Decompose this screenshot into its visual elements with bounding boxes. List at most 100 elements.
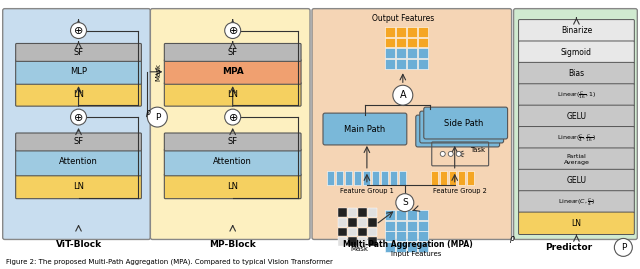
- Bar: [354, 171, 361, 185]
- FancyBboxPatch shape: [518, 62, 634, 85]
- Bar: [396, 242, 406, 252]
- Bar: [418, 59, 428, 69]
- Text: LN: LN: [73, 182, 84, 191]
- Text: LN: LN: [227, 90, 238, 99]
- Bar: [399, 171, 406, 185]
- Bar: [418, 48, 428, 58]
- FancyBboxPatch shape: [164, 59, 301, 84]
- Bar: [407, 242, 417, 252]
- Text: Linear($\frac{C}{16},1$): Linear($\frac{C}{16},1$): [557, 89, 596, 101]
- FancyBboxPatch shape: [518, 105, 634, 128]
- Text: $\rho$: $\rho$: [509, 234, 516, 245]
- Bar: [348, 218, 357, 226]
- FancyBboxPatch shape: [164, 44, 301, 61]
- FancyBboxPatch shape: [518, 41, 634, 63]
- Bar: [338, 228, 347, 236]
- Text: LN: LN: [227, 182, 238, 191]
- Bar: [385, 232, 395, 242]
- Bar: [338, 238, 347, 246]
- Bar: [348, 238, 357, 246]
- Bar: [396, 27, 406, 37]
- Text: SF: SF: [74, 137, 84, 146]
- Bar: [385, 221, 395, 231]
- Bar: [358, 208, 367, 217]
- FancyBboxPatch shape: [416, 115, 500, 147]
- Bar: [440, 171, 447, 185]
- Text: GELU: GELU: [566, 176, 586, 185]
- Text: Output Features: Output Features: [372, 14, 434, 23]
- Text: Bias: Bias: [568, 69, 584, 78]
- Bar: [385, 210, 395, 220]
- Bar: [385, 242, 395, 252]
- Bar: [458, 171, 465, 185]
- FancyBboxPatch shape: [312, 9, 511, 239]
- FancyBboxPatch shape: [323, 113, 407, 145]
- Text: $\oplus$: $\oplus$: [228, 112, 238, 123]
- Bar: [348, 228, 357, 236]
- Circle shape: [456, 151, 461, 156]
- Text: Input Features: Input Features: [390, 251, 441, 257]
- Bar: [385, 37, 395, 47]
- Text: SF: SF: [228, 48, 237, 57]
- Bar: [407, 48, 417, 58]
- Bar: [418, 27, 428, 37]
- Circle shape: [147, 107, 167, 127]
- Bar: [431, 171, 438, 185]
- FancyBboxPatch shape: [518, 148, 634, 170]
- Text: Feature Group 1: Feature Group 1: [340, 188, 394, 194]
- FancyBboxPatch shape: [518, 191, 634, 213]
- Bar: [407, 210, 417, 220]
- Text: Figure 2: The proposed Multi-Path Aggregation (MPA). Compared to typical Vision : Figure 2: The proposed Multi-Path Aggreg…: [6, 258, 333, 265]
- FancyBboxPatch shape: [518, 212, 634, 235]
- Text: ViT-Block: ViT-Block: [56, 240, 102, 249]
- Bar: [418, 37, 428, 47]
- Bar: [396, 59, 406, 69]
- Text: Attention: Attention: [59, 157, 98, 166]
- Bar: [396, 210, 406, 220]
- FancyBboxPatch shape: [15, 174, 141, 199]
- Text: A: A: [399, 90, 406, 100]
- Circle shape: [614, 238, 632, 256]
- Bar: [418, 221, 428, 231]
- Bar: [385, 48, 395, 58]
- FancyBboxPatch shape: [164, 174, 301, 199]
- Circle shape: [440, 151, 445, 156]
- Bar: [358, 218, 367, 226]
- Bar: [396, 221, 406, 231]
- Text: Partial
Average: Partial Average: [563, 154, 589, 165]
- Text: SF: SF: [228, 137, 237, 146]
- Bar: [407, 232, 417, 242]
- FancyBboxPatch shape: [15, 59, 141, 84]
- Text: Mask: Mask: [350, 246, 368, 252]
- Bar: [358, 228, 367, 236]
- Bar: [418, 210, 428, 220]
- Text: Linear($C,\frac{C}{4}$): Linear($C,\frac{C}{4}$): [558, 196, 595, 208]
- Bar: [407, 221, 417, 231]
- Text: Main Path: Main Path: [344, 125, 385, 133]
- FancyBboxPatch shape: [164, 82, 301, 106]
- Bar: [396, 48, 406, 58]
- Text: P: P: [155, 113, 160, 122]
- Circle shape: [396, 194, 414, 212]
- Bar: [418, 232, 428, 242]
- Bar: [396, 37, 406, 47]
- FancyBboxPatch shape: [518, 169, 634, 192]
- Text: $\oplus$: $\oplus$: [228, 25, 238, 36]
- Text: Sigmoid: Sigmoid: [561, 48, 592, 57]
- FancyBboxPatch shape: [518, 84, 634, 106]
- Bar: [338, 218, 347, 226]
- Text: LN: LN: [572, 219, 582, 228]
- Bar: [385, 59, 395, 69]
- Circle shape: [393, 85, 413, 105]
- Text: LN: LN: [73, 90, 84, 99]
- Bar: [407, 27, 417, 37]
- Text: S: S: [402, 198, 408, 207]
- Text: $\oplus$: $\oplus$: [74, 25, 84, 36]
- Text: Task: Task: [470, 147, 485, 153]
- FancyBboxPatch shape: [164, 133, 301, 151]
- Text: Feature Group 2: Feature Group 2: [433, 188, 486, 194]
- Text: P: P: [621, 243, 626, 252]
- Text: Binarize: Binarize: [561, 26, 592, 35]
- Text: MLP: MLP: [70, 67, 87, 76]
- Text: GELU: GELU: [566, 112, 586, 121]
